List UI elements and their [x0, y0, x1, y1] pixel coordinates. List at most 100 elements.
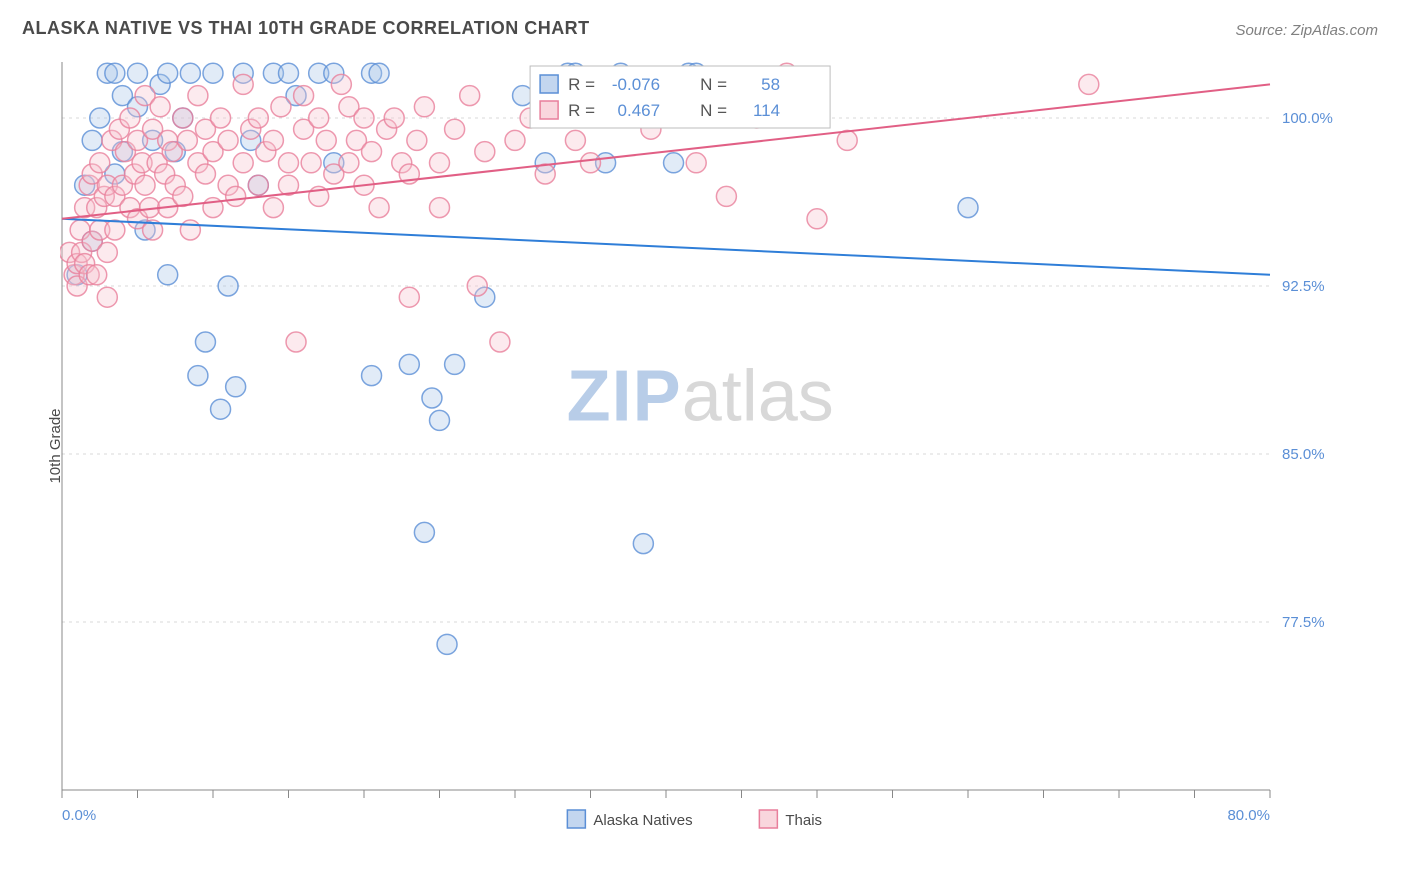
data-point: [686, 153, 706, 173]
data-point: [90, 108, 110, 128]
x-tick-label: 80.0%: [1227, 807, 1270, 824]
data-point: [248, 175, 268, 195]
data-point: [309, 108, 329, 128]
data-point: [316, 130, 336, 150]
data-point: [414, 97, 434, 117]
scatter-plot: 77.5%85.0%92.5%100.0%0.0%80.0%ZIPatlasR …: [60, 60, 1350, 820]
data-point: [226, 186, 246, 206]
svg-text:N =: N =: [700, 75, 727, 94]
data-point: [128, 63, 148, 83]
data-point: [177, 130, 197, 150]
data-point: [513, 86, 533, 106]
data-point: [188, 366, 208, 386]
data-point: [211, 399, 231, 419]
data-point: [188, 86, 208, 106]
data-point: [369, 63, 389, 83]
data-point: [218, 276, 238, 296]
data-point: [135, 175, 155, 195]
chart-title: ALASKA NATIVE VS THAI 10TH GRADE CORRELA…: [22, 18, 590, 39]
data-point: [475, 142, 495, 162]
data-point: [437, 634, 457, 654]
data-point: [399, 354, 419, 374]
data-point: [430, 410, 450, 430]
correlation-legend: R = -0.076 N = 58 R = 0.467 N = 114: [530, 66, 830, 128]
data-point: [430, 198, 450, 218]
source-attribution: Source: ZipAtlas.com: [1235, 22, 1378, 39]
data-point: [837, 130, 857, 150]
data-point: [331, 74, 351, 94]
data-point: [490, 332, 510, 352]
data-point: [97, 287, 117, 307]
data-point: [279, 153, 299, 173]
data-point: [339, 153, 359, 173]
data-point: [664, 153, 684, 173]
data-point: [180, 220, 200, 240]
data-point: [82, 130, 102, 150]
data-point: [180, 63, 200, 83]
watermark: ZIPatlas: [567, 356, 834, 436]
data-point: [105, 63, 125, 83]
y-tick-label: 100.0%: [1282, 110, 1333, 127]
data-point: [301, 153, 321, 173]
data-point: [158, 265, 178, 285]
svg-text:0.467: 0.467: [618, 101, 661, 120]
data-point: [233, 153, 253, 173]
legend-swatch: [540, 101, 558, 119]
data-point: [407, 130, 427, 150]
data-point: [384, 108, 404, 128]
data-point: [263, 198, 283, 218]
data-point: [369, 198, 389, 218]
data-point: [173, 108, 193, 128]
series-legend: Alaska Natives Thais: [567, 810, 822, 829]
data-point: [422, 388, 442, 408]
data-point: [87, 265, 107, 285]
svg-text:R =: R =: [568, 75, 595, 94]
data-point: [97, 242, 117, 262]
data-point: [203, 63, 223, 83]
data-point: [807, 209, 827, 229]
svg-text:58: 58: [761, 75, 780, 94]
data-point: [633, 534, 653, 554]
data-point: [1079, 74, 1099, 94]
data-point: [263, 130, 283, 150]
data-point: [279, 63, 299, 83]
data-point: [233, 74, 253, 94]
data-point: [354, 108, 374, 128]
data-point: [399, 287, 419, 307]
legend-swatch: [567, 810, 585, 828]
data-point: [158, 63, 178, 83]
data-point: [211, 108, 231, 128]
data-point: [226, 377, 246, 397]
data-point: [286, 332, 306, 352]
data-point: [958, 198, 978, 218]
legend-swatch: [540, 75, 558, 93]
legend-label: Thais: [785, 812, 822, 829]
y-tick-label: 92.5%: [1282, 278, 1325, 295]
regression-line: [62, 219, 1270, 275]
legend-swatch: [759, 810, 777, 828]
y-tick-label: 77.5%: [1282, 614, 1325, 631]
legend-label: Alaska Natives: [593, 812, 692, 829]
data-point: [195, 332, 215, 352]
data-point: [414, 522, 434, 542]
data-point: [535, 164, 555, 184]
data-point: [362, 142, 382, 162]
data-point: [120, 108, 140, 128]
svg-text:-0.076: -0.076: [612, 75, 660, 94]
data-point: [445, 354, 465, 374]
data-point: [445, 119, 465, 139]
data-point: [467, 276, 487, 296]
data-point: [173, 186, 193, 206]
svg-text:114: 114: [753, 101, 780, 120]
data-point: [294, 86, 314, 106]
svg-text:R =: R =: [568, 101, 595, 120]
data-point: [362, 366, 382, 386]
data-point: [716, 186, 736, 206]
y-tick-label: 85.0%: [1282, 446, 1325, 463]
data-point: [105, 220, 125, 240]
data-point: [271, 97, 291, 117]
data-point: [195, 164, 215, 184]
data-point: [581, 153, 601, 173]
data-point: [218, 130, 238, 150]
svg-text:N =: N =: [700, 101, 727, 120]
